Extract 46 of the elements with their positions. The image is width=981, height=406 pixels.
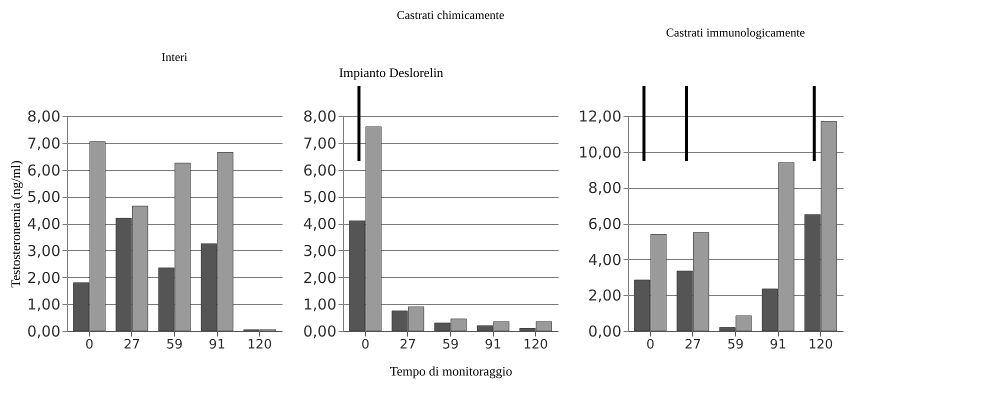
x-tick-label: 0 [646, 338, 654, 352]
x-tick-label: 0 [85, 338, 94, 352]
y-tick-label: 2,00 [588, 286, 622, 305]
x-tick-label: 27 [400, 338, 416, 352]
x-axis-title: Tempo di monitoraggio [390, 364, 512, 378]
y-tick-label: 0,00 [588, 322, 622, 340]
chart-title: Interi [162, 50, 188, 64]
x-tick-label: 91 [770, 338, 786, 352]
y-tick-label: 6,00 [588, 215, 622, 233]
ref-line-label: Impianto Deslorelin [338, 65, 444, 80]
x-tick-label: 0 [361, 338, 370, 352]
chart-title: Castrati chimicamente [396, 8, 504, 22]
y-tick-label: 0,00 [27, 322, 60, 340]
x-tick-label: 91 [208, 338, 226, 352]
y-tick-label: 6,00 [303, 161, 336, 180]
y-tick-label: 7,00 [27, 134, 60, 152]
y-tick-label: 8,00 [303, 108, 336, 126]
x-tick-label: 59 [727, 338, 744, 352]
y-tick-label: 1,00 [303, 296, 336, 314]
y-axis-title: Testosteronemia (ng/ml) [8, 160, 24, 288]
x-tick-label: 120 [808, 338, 834, 352]
y-tick-label: 4,00 [588, 250, 622, 269]
x-tick-label: 120 [247, 338, 272, 352]
y-tick-label: 0,00 [303, 322, 336, 340]
y-tick-label: 3,00 [27, 242, 60, 260]
y-tick-label: 1,00 [27, 296, 60, 314]
y-tick-label: 5,00 [27, 188, 60, 206]
y-tick-label: 8,00 [588, 179, 622, 198]
x-tick-label: 59 [166, 338, 183, 352]
y-tick-label: 10,00 [578, 143, 622, 162]
y-tick-label: 5,00 [303, 188, 336, 206]
y-tick-label: 2,00 [303, 268, 336, 287]
x-tick-label: 27 [124, 338, 140, 352]
x-tick-label: 120 [523, 338, 548, 352]
y-tick-label: 6,00 [27, 161, 60, 180]
y-tick-label: 12,00 [578, 108, 622, 126]
x-tick-label: 59 [442, 338, 459, 352]
y-tick-label: 2,00 [27, 268, 60, 287]
y-tick-label: 8,00 [27, 108, 60, 126]
chart-title: Castrati immunologicamente [666, 26, 805, 40]
y-tick-label: 4,00 [27, 215, 60, 233]
x-tick-label: 27 [684, 338, 702, 352]
y-tick-label: 3,00 [303, 242, 336, 260]
y-tick-label: 4,00 [303, 215, 336, 233]
y-tick-label: 7,00 [303, 134, 336, 152]
x-tick-label: 91 [484, 338, 502, 352]
